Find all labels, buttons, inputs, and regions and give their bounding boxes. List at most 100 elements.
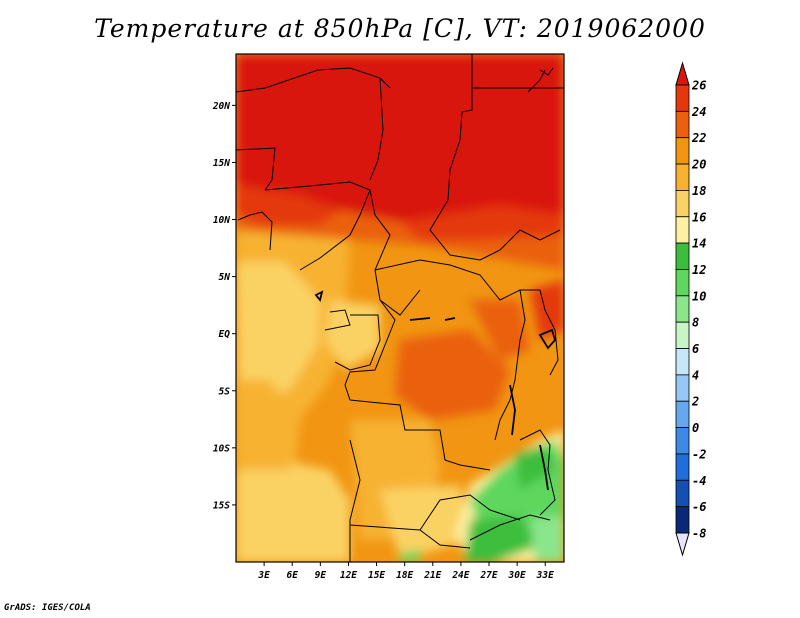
- colorbar-segment: [675, 216, 690, 244]
- lake-outlines: [314, 290, 557, 491]
- lon-tick-label: 21E: [423, 570, 441, 581]
- colorbar-label: 4: [692, 368, 699, 382]
- colorbar-label: 20: [691, 158, 706, 172]
- border-congo: [344, 299, 396, 401]
- lake-tanganyika: [509, 384, 516, 436]
- lat-tick-label: 15N: [213, 158, 230, 169]
- colorbar-label: 8: [692, 316, 699, 330]
- lake-volta: [314, 290, 324, 302]
- colorbar-segment: [675, 506, 690, 534]
- border-namibia-angola: [349, 524, 471, 549]
- lon-tick-label: 12E: [340, 570, 357, 581]
- colorbar-segment: [675, 479, 690, 508]
- field-zone-16-west: [236, 262, 320, 400]
- country-borders: [236, 54, 564, 562]
- lat-tick-label: 15S: [213, 500, 230, 511]
- border-benin: [237, 211, 273, 251]
- colorbar-label: 26: [691, 79, 706, 93]
- colorbar-segment: [675, 137, 690, 165]
- colorbar-segment: [675, 190, 690, 218]
- colorbar-segment: [675, 348, 690, 376]
- colorbar-label: 22: [691, 131, 706, 145]
- field-zone-16-southwest: [236, 460, 350, 562]
- colorbar-label: 6: [692, 342, 699, 356]
- border-angola-drc: [349, 399, 491, 471]
- colorbar-segment: [675, 110, 690, 139]
- colorbar-top-triangle: [675, 61, 690, 86]
- lat-tick-label: 10S: [213, 443, 230, 454]
- colorbar-label: -4: [692, 474, 706, 488]
- colorbar-label: -8: [692, 527, 706, 541]
- field-zone-22-east: [470, 300, 530, 360]
- congo-river: [409, 317, 456, 321]
- colorbar-label: -6: [692, 500, 706, 514]
- lon-tick-label: 27E: [479, 570, 497, 581]
- grads-credit: GrADS: IGES/COLA: [4, 603, 91, 613]
- border-red-sea: [527, 67, 554, 93]
- border-niger-south: [264, 181, 376, 216]
- lake-malawi: [539, 444, 549, 491]
- colorbar-label: 16: [692, 210, 706, 224]
- temperature-field: [236, 54, 564, 562]
- lon-tick-label: 33E: [536, 570, 554, 581]
- colorbar-segment: [675, 295, 690, 323]
- colorbar-label: 12: [692, 263, 706, 277]
- colorbar-segment: [675, 321, 690, 349]
- colorbar-bottom-triangle: [675, 532, 690, 557]
- border-eq-guinea: [324, 309, 351, 331]
- chart-title: Temperature at 850hPa [C], VT: 201906200…: [94, 14, 706, 43]
- map-frame: [235, 53, 565, 563]
- colorbar-label: 18: [692, 184, 706, 198]
- border-libya: [236, 67, 391, 93]
- field-zone-18-coast: [236, 380, 295, 470]
- colorbar: [675, 61, 690, 557]
- lat-tick-label: EQ: [219, 329, 231, 340]
- lon-tick-label: 30E: [508, 570, 526, 581]
- lon-tick-label: 24E: [451, 570, 469, 581]
- border-nigeria-east: [299, 189, 371, 271]
- lat-tick-label: 5N: [219, 272, 231, 283]
- border-chad-sudan: [447, 54, 473, 201]
- colorbar-segment: [675, 269, 690, 297]
- colorbar-segment: [675, 163, 690, 191]
- field-zone-16-gabon: [325, 300, 380, 370]
- longitude-axis: 3E 6E 9E 12E 15E 18E 21E 24E 27E 30E 33E: [257, 562, 554, 581]
- latitude-axis: 20N 15N 10N 5N EQ 5S 10S 15S: [212, 101, 236, 511]
- colorbar-label: -2: [692, 447, 706, 461]
- field-zone-12-mozambique: [465, 515, 540, 562]
- border-zimbabwe: [469, 514, 551, 541]
- colorbar-label: 2: [691, 395, 699, 409]
- field-zone-24-westsahel: [236, 185, 340, 225]
- border-uganda-kenya: [539, 289, 559, 376]
- field-zone-8-south: [530, 515, 564, 562]
- colorbar-label: 24: [691, 105, 706, 119]
- colorbar-segment: [675, 84, 690, 112]
- colorbar-label: 10: [692, 289, 706, 303]
- lon-tick-label: 6E: [287, 570, 299, 581]
- lon-tick-label: 18E: [396, 570, 413, 581]
- field-zone-12-tanzania: [515, 445, 555, 490]
- border-niger-chad: [369, 77, 384, 181]
- colorbar-segment: [675, 400, 690, 428]
- field-zone-22-congo: [395, 330, 510, 420]
- colorbar-segment: [675, 427, 690, 455]
- field-zone-10-spot: [400, 550, 420, 562]
- lake-victoria: [538, 328, 557, 350]
- lat-tick-label: 5S: [219, 386, 231, 397]
- border-zambia: [419, 494, 521, 531]
- border-mali: [236, 147, 276, 191]
- field-zone-26-sahara: [236, 54, 564, 222]
- lon-tick-label: 9E: [315, 570, 327, 581]
- border-gabon: [334, 314, 381, 371]
- colorbar-label: 14: [692, 237, 706, 251]
- colorbar-segment: [675, 374, 690, 402]
- border-angola-coast: [349, 439, 361, 562]
- border-tanzania-malawi: [519, 429, 556, 516]
- border-drc-east: [494, 289, 526, 441]
- lon-tick-label: 3E: [257, 570, 270, 581]
- border-sudan-south: [429, 199, 561, 261]
- lat-tick-label: 10N: [213, 215, 230, 226]
- field-zone-24-kenya: [530, 280, 564, 340]
